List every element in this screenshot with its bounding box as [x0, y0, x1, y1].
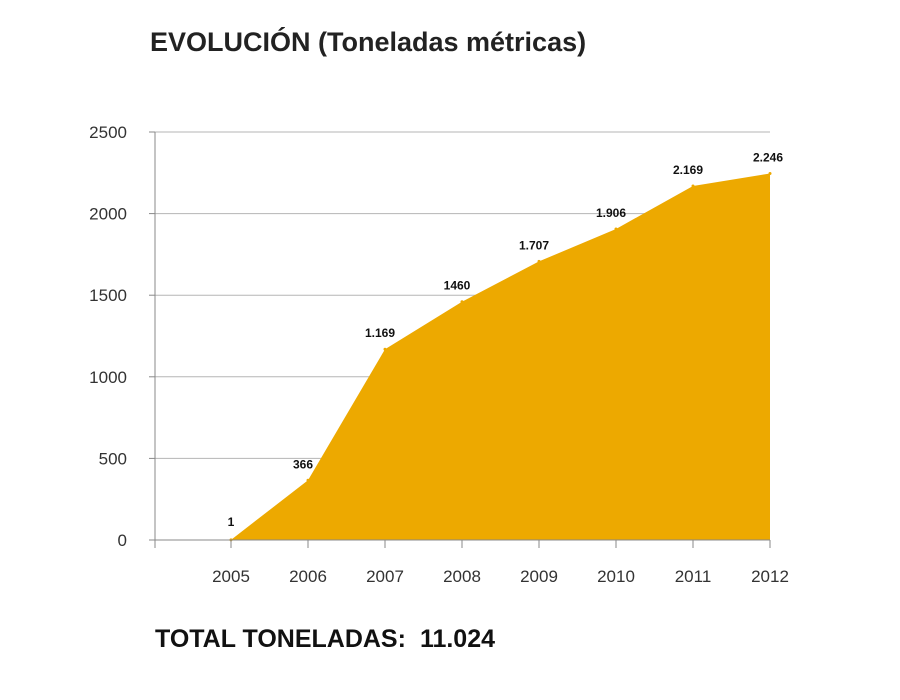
x-tick-label: 2008	[443, 567, 481, 586]
x-tick-label: 2010	[597, 567, 635, 586]
data-labels: 1 366 1.169 1460 1.707 1.906 2.169 2.246	[228, 150, 784, 528]
data-point	[691, 184, 695, 188]
area-series	[229, 171, 772, 542]
y-tick-label: 500	[99, 449, 127, 468]
data-label: 1.169	[365, 326, 395, 340]
x-tick-label: 2007	[366, 567, 404, 586]
data-point	[306, 478, 310, 482]
y-tick-label: 2500	[89, 123, 127, 142]
data-label: 2.246	[753, 150, 783, 164]
y-tick-label: 1000	[89, 368, 127, 387]
y-tick-label: 0	[118, 531, 127, 550]
total-tonnage: TOTAL TONELADAS: 11.024	[155, 625, 495, 654]
data-point	[383, 347, 387, 351]
x-tick-label: 2006	[289, 567, 327, 586]
data-label: 366	[293, 457, 313, 471]
x-tick-label: 2005	[212, 567, 250, 586]
y-tick-label: 1500	[89, 286, 127, 305]
total-label: TOTAL TONELADAS:	[155, 625, 406, 653]
axes: 0 500 1000 1500 2000 2500 2005 2006 2007 2008 2009…	[89, 123, 789, 586]
area-fill	[231, 173, 770, 540]
data-label: 1	[228, 515, 235, 529]
data-point	[614, 227, 618, 231]
x-tick-label: 2012	[751, 567, 789, 586]
x-tick-label: 2011	[675, 567, 712, 586]
data-point	[537, 259, 541, 263]
data-label: 1.906	[596, 206, 626, 220]
chart-title: EVOLUCIÓN (Toneladas métricas)	[150, 27, 587, 57]
data-point	[460, 300, 464, 304]
y-tick-label: 2000	[89, 205, 127, 224]
data-point	[768, 171, 772, 175]
total-value: 11.024	[419, 625, 496, 653]
x-tick-label: 2009	[520, 567, 558, 586]
data-label: 2.169	[673, 163, 703, 177]
data-label: 1.707	[519, 238, 549, 252]
data-label: 1460	[444, 279, 471, 293]
